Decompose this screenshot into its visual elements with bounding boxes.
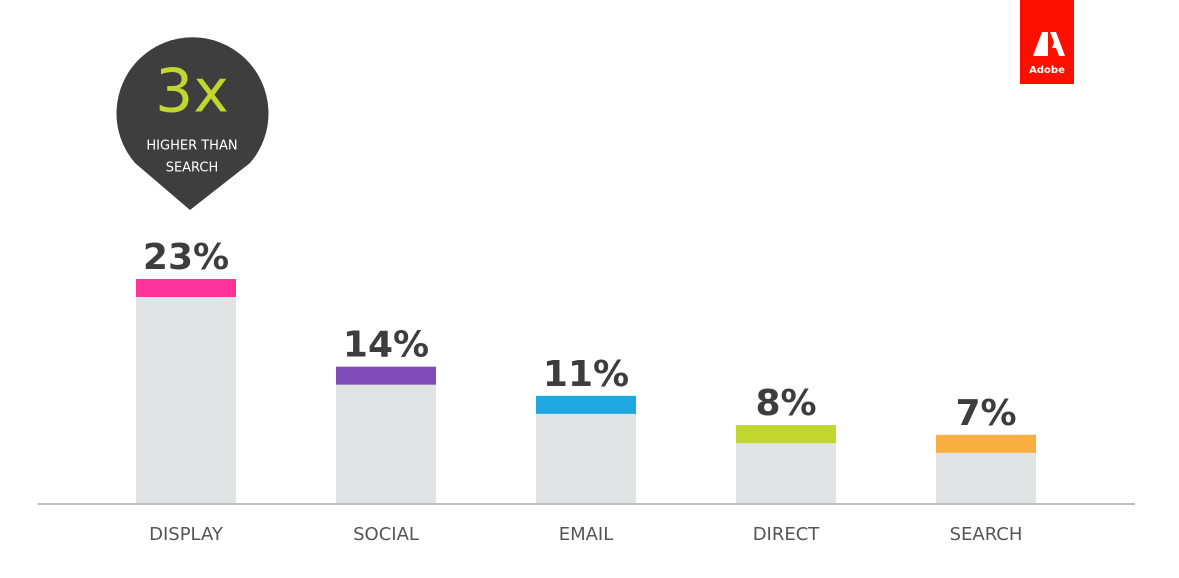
callout-subtext: SEARCH [166, 161, 219, 176]
bar-cap [736, 425, 836, 444]
value-label: 11% [543, 354, 629, 395]
x-tick-label: EMAIL [559, 524, 614, 545]
bar-cap [136, 279, 236, 297]
bar [336, 366, 436, 503]
x-tick-label: SOCIAL [353, 524, 419, 545]
value-label: 8% [755, 383, 816, 424]
logo-mark [1050, 32, 1065, 56]
bar-cap [336, 366, 436, 385]
value-label: 23% [143, 237, 229, 278]
x-tick-label: DIRECT [753, 524, 821, 545]
logo-mark [1033, 32, 1048, 56]
x-tick-label: SEARCH [950, 524, 1023, 545]
value-label: 7% [955, 393, 1016, 434]
bar [136, 279, 236, 503]
bar-cap [536, 395, 636, 414]
value-label: 14% [343, 325, 429, 366]
callout-text: 3x [155, 57, 229, 127]
logo-text: Adobe [1029, 65, 1065, 76]
callout-bubble [116, 37, 269, 210]
bar-cap [936, 434, 1036, 453]
x-tick-label: DISPLAY [149, 524, 224, 545]
callout-subtext: HIGHER THAN [146, 139, 237, 154]
